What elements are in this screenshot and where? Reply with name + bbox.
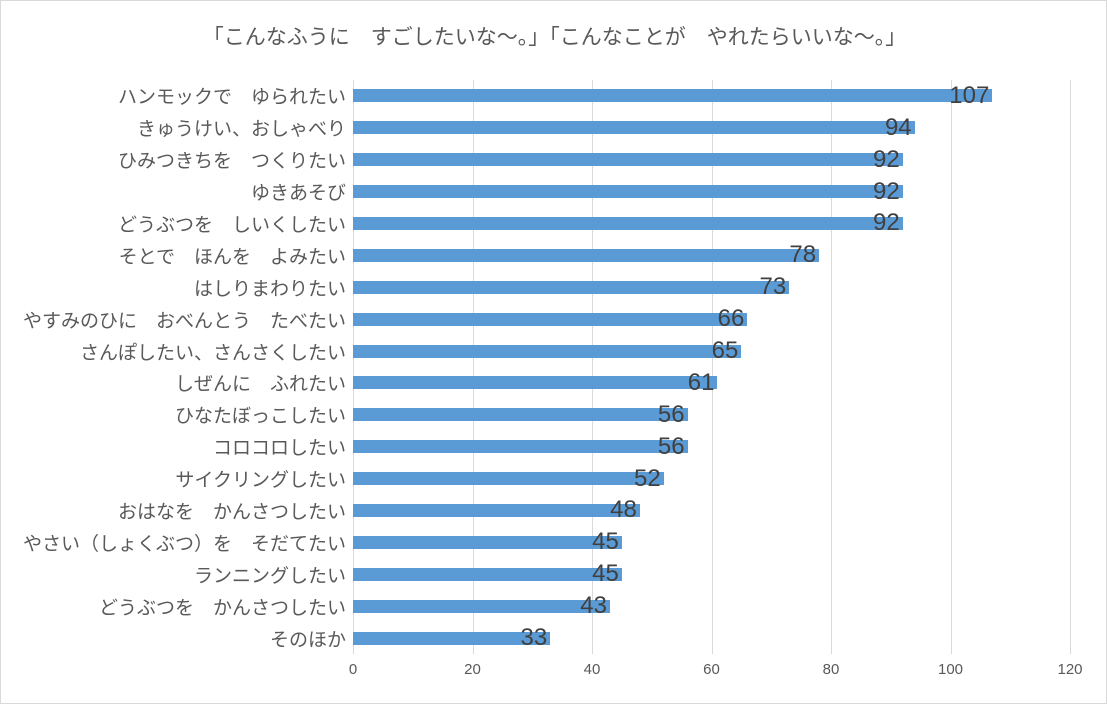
category-label: ハンモックで ゆられたい [117,87,346,109]
data-label: 56 [657,432,685,460]
bar: 52 [353,466,664,490]
bar-row: 45 [353,558,1070,590]
plot-area: 107 94 92 92 92 78 73 66 65 61 56 56 52 48 45 45 43 33 [353,80,1071,654]
bar-row: 43 [353,590,1070,622]
x-axis-tick-label: 120 [1057,661,1083,678]
x-axis-tick-label: 100 [937,661,964,678]
bar: 94 [353,115,915,139]
bar: 65 [353,339,742,363]
category-label: コロコロしたい [212,438,346,460]
gridline [950,80,952,654]
bar-row: 78 [353,239,1070,271]
bar-row: 66 [353,303,1070,335]
bar: 45 [353,530,622,554]
bar-row: 92 [353,176,1070,208]
data-label: 45 [592,528,619,556]
gridline [353,80,354,654]
data-label: 66 [717,305,745,333]
data-label: 33 [520,624,548,652]
category-label: そとで ほんを よみたい [118,246,346,268]
bar: 56 [353,402,688,426]
x-axis-tick-label: 20 [464,661,481,678]
bar: 107 [353,83,993,107]
data-label: 73 [759,273,787,301]
bar: 61 [353,370,718,394]
category-label: しぜんに ふれたい [174,374,346,396]
x-axis-tick-label: 0 [348,661,358,678]
category-label: はしりまわりたい [193,278,346,300]
bar: 45 [353,562,622,586]
category-label: ひなたぼっこしたい [174,406,346,428]
data-label: 45 [592,560,619,588]
category-label: ひみつきちを つくりたい [117,151,346,173]
bar: 43 [353,594,610,618]
bar-row: 52 [353,463,1070,495]
bar-row: 56 [353,399,1070,431]
data-label: 92 [872,145,900,173]
x-axis-tick-label: 40 [583,661,601,678]
gridline [472,80,474,654]
category-label: そのほか [269,629,346,651]
data-label: 94 [884,113,912,141]
bar-row: 45 [353,526,1070,558]
chart-title: 「こんなふうに すごしたいな～。」「こんなことが やれたらいいな～。」 [202,26,907,49]
bar-row: 56 [353,431,1070,463]
bar-row: 61 [353,367,1070,399]
category-label: きゅうけい、おしゃべり [136,119,346,141]
data-label: 56 [657,400,685,428]
bar: 92 [353,147,903,171]
category-label: ゆきあそび [250,183,346,205]
category-label: おはなを かんさつしたい [117,501,346,523]
category-axis: ハンモックで ゆられたいきゅうけい、おしゃべりひみつきちを つくりたいゆきあそび… [1,80,346,654]
data-label: 92 [872,209,900,237]
category-label: さんぽしたい、さんさくしたい [79,342,346,364]
bar: 66 [353,307,748,331]
gridline [592,80,593,654]
data-label: 107 [949,81,990,109]
bar-row: 92 [353,144,1070,176]
data-label: 65 [711,337,739,365]
category-label: ランニングしたい [193,565,346,587]
category-label: やさい（しょくぶつ）を そだてたい [22,533,346,555]
gridline [711,80,713,654]
bar: 73 [353,275,790,299]
bar-row: 92 [353,208,1070,240]
bar-row: 65 [353,335,1070,367]
bar: 92 [353,211,903,235]
x-axis-tick-label: 60 [703,661,720,678]
bar: 33 [353,626,551,650]
bar: 78 [353,243,820,267]
category-label: やすみのひに おべんとう たべたい [22,310,346,332]
bar: 92 [353,179,903,203]
category-label: どうぶつを しいくしたい [117,214,346,236]
data-label: 52 [633,464,661,492]
data-label: 61 [687,368,715,396]
bar-row: 107 [353,80,1070,112]
data-label: 78 [789,241,817,269]
bar-row: 33 [353,622,1070,654]
category-label: どうぶつを かんさつしたい [98,597,346,619]
data-label: 43 [580,592,607,620]
bar-row: 73 [353,271,1070,303]
gridline [831,80,832,654]
bar: 56 [353,434,688,458]
gridline [1070,80,1071,654]
data-label: 92 [872,177,900,205]
bar: 48 [353,498,640,522]
category-label: サイクリングしたい [175,470,346,492]
data-label: 48 [610,496,637,524]
bar-row: 94 [353,112,1070,144]
bar-row: 48 [353,495,1070,527]
x-axis-tick-label: 80 [822,661,840,678]
value-axis: 0 20 40 60 80 100 120 [1,661,1106,685]
